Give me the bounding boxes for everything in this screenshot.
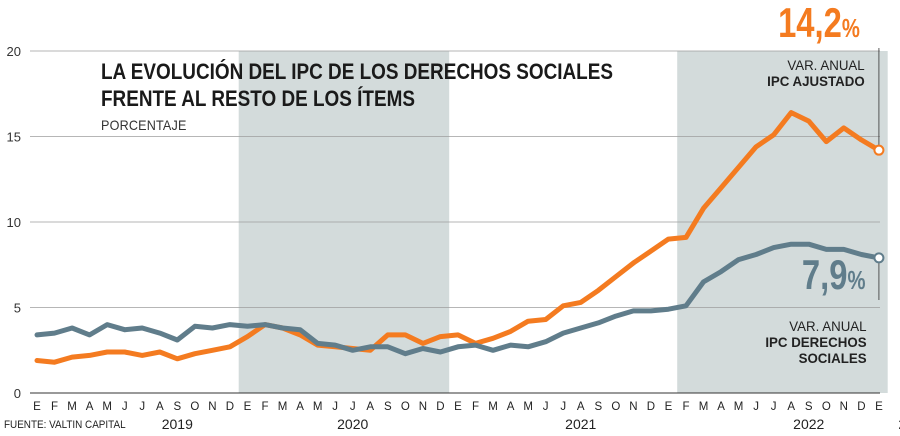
x-tick-18: J	[350, 401, 356, 413]
orange-final-value: 14,2%	[778, 2, 860, 49]
x-tick-40: M	[734, 401, 744, 413]
x-tick-35: D	[647, 401, 655, 413]
year-label-2019: 2019	[162, 416, 193, 432]
x-tick-3: A	[86, 401, 94, 413]
gray-final-percent: %	[847, 265, 866, 295]
x-tick-31: A	[577, 401, 585, 413]
x-tick-32: S	[594, 401, 602, 413]
gray-series-label: VAR. ANUAL IPC DERECHOS SOCIALES	[766, 318, 867, 366]
series-endpoint-1	[873, 144, 885, 156]
gray-label-line-3: SOCIALES	[799, 350, 867, 366]
x-tick-38: M	[699, 401, 709, 413]
chart-title-line-1: LA EVOLUCIÓN DEL IPC DE LOS DERECHOS SOC…	[101, 59, 613, 84]
x-tick-33: O	[611, 401, 620, 413]
x-tick-11: D	[226, 401, 234, 413]
x-tick-5: J	[122, 401, 128, 413]
x-tick-44: S	[805, 401, 813, 413]
x-tick-2: M	[67, 401, 77, 413]
y-axis-tick-labels: 0 5 10 15 20	[7, 44, 21, 401]
x-tick-4: M	[102, 401, 112, 413]
x-tick-41: J	[753, 401, 759, 413]
x-axis-year-labels: 2019 2020 2021 2022 2023	[162, 416, 900, 432]
x-tick-30: J	[560, 401, 566, 413]
chart-title-line-2: FRENTE AL RESTO DE LOS ÍTEMS	[101, 86, 415, 111]
x-tick-39: A	[717, 401, 725, 413]
x-tick-9: O	[190, 401, 199, 413]
chart-title: LA EVOLUCIÓN DEL IPC DE LOS DERECHOS SOC…	[101, 58, 613, 112]
x-tick-46: N	[840, 401, 848, 413]
x-tick-22: N	[419, 401, 427, 413]
series-line-2	[34, 241, 882, 357]
gray-label-line-2: IPC DERECHOS	[765, 334, 867, 350]
x-tick-36: E	[665, 401, 673, 413]
x-tick-15: A	[296, 401, 304, 413]
x-tick-43: A	[787, 401, 795, 413]
y-tick-20: 20	[7, 44, 21, 59]
y-tick-0: 0	[14, 386, 21, 401]
year-label-2020: 2020	[337, 416, 368, 432]
x-tick-25: F	[472, 401, 479, 413]
x-tick-8: S	[173, 401, 181, 413]
x-tick-16: M	[313, 401, 323, 413]
x-tick-17: J	[332, 401, 338, 413]
orange-label-line-2: IPC AJUSTADO	[767, 73, 865, 89]
x-tick-14: M	[278, 401, 288, 413]
x-tick-48: E	[875, 401, 883, 413]
y-tick-5: 5	[14, 301, 21, 316]
chart-subtitle: PORCENTAJE	[101, 117, 187, 133]
x-tick-10: N	[208, 401, 216, 413]
orange-final-percent: %	[841, 13, 860, 43]
x-tick-1: F	[51, 401, 58, 413]
x-tick-21: O	[401, 401, 410, 413]
orange-label-line-1: VAR. ANUAL	[787, 57, 865, 73]
x-tick-47: D	[857, 401, 865, 413]
gray-final-value: 7,9%	[802, 254, 866, 301]
orange-final-number: 14,2	[778, 0, 842, 46]
y-tick-15: 15	[7, 130, 21, 145]
x-tick-42: J	[771, 401, 777, 413]
year-label-2021: 2021	[565, 416, 596, 432]
x-tick-26: M	[488, 401, 498, 413]
x-tick-23: D	[436, 401, 444, 413]
x-tick-27: A	[507, 401, 515, 413]
orange-series-label: VAR. ANUAL IPC AJUSTADO	[767, 57, 865, 89]
x-tick-37: F	[682, 401, 689, 413]
year-label-2022: 2022	[793, 416, 824, 432]
x-tick-13: F	[262, 401, 269, 413]
x-tick-0: E	[33, 401, 41, 413]
x-tick-28: M	[523, 401, 533, 413]
y-tick-10: 10	[7, 215, 21, 230]
gray-final-number: 7,9	[802, 251, 848, 298]
series-endpoints	[873, 144, 885, 264]
x-tick-34: N	[629, 401, 637, 413]
gray-label-line-1: VAR. ANUAL	[789, 318, 867, 334]
x-tick-45: O	[822, 401, 831, 413]
year-label-2023: 2023	[898, 416, 900, 432]
x-tick-29: J	[543, 401, 549, 413]
x-tick-20: S	[384, 401, 392, 413]
series-lines	[34, 110, 882, 365]
x-tick-19: A	[366, 401, 374, 413]
series-endpoint-2	[873, 252, 885, 264]
x-tick-7: A	[156, 401, 164, 413]
series-line-1	[34, 110, 882, 365]
x-tick-12: E	[244, 401, 252, 413]
source-note: FUENTE: VALTIN CAPITAL	[4, 419, 126, 431]
x-tick-24: E	[454, 401, 462, 413]
x-tick-6: J	[139, 401, 145, 413]
gridlines	[30, 50, 880, 394]
